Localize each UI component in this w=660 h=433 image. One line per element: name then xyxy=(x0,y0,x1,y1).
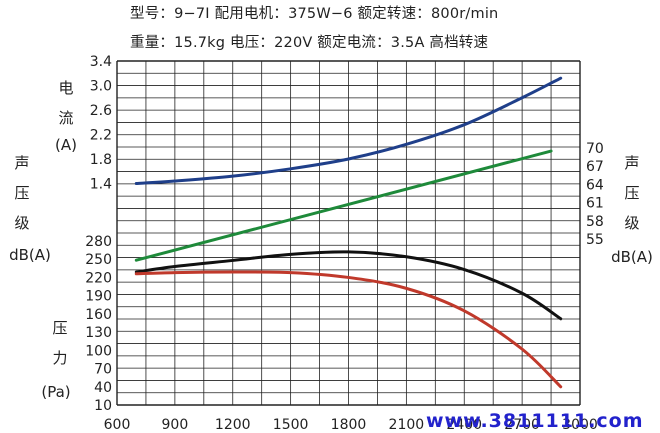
spec-line-2: 重量：15.7kg 电压：220V 额定电流：3.5A 高档转速 xyxy=(130,35,489,51)
pressure-tick-label: 250 xyxy=(85,252,112,268)
chart-grid xyxy=(116,60,581,406)
sound-axis-label-right: dB(A) xyxy=(611,248,653,266)
pressure-tick-label: 130 xyxy=(85,325,112,341)
sound-axis-label-right: 声 xyxy=(624,154,639,172)
pressure-tick-label: 220 xyxy=(85,270,112,286)
pressure-tick-label: 280 xyxy=(85,234,112,250)
x-tick-label: 1800 xyxy=(331,417,367,433)
pressure-axis-label: 力 xyxy=(52,349,67,367)
x-tick-label: 1500 xyxy=(273,417,309,433)
tick-labels: 600 900 1200 1500 1800 2100 2400 2700 3000 3.4 3.0… xyxy=(85,54,604,433)
pressure-series-line xyxy=(134,270,563,389)
sound-tick-label: 64 xyxy=(586,177,604,193)
series-lines xyxy=(134,76,563,389)
pressure-series-line xyxy=(134,250,563,321)
x-tick-label: 1200 xyxy=(215,417,251,433)
pressure-tick-label: 100 xyxy=(85,343,112,359)
x-tick-label: 900 xyxy=(162,417,189,433)
pressure-tick-label: 10 xyxy=(94,398,112,414)
current-axis-label: 电 xyxy=(58,79,73,97)
sound-axis-label-left: dB(A) xyxy=(9,246,51,264)
current-axis-label: (A) xyxy=(55,136,77,154)
pressure-tick-label: 70 xyxy=(94,362,112,378)
current-tick-label: 3.4 xyxy=(90,54,112,70)
pressure-tick-label: 160 xyxy=(85,307,112,323)
sound-axis-label-right: 压 xyxy=(624,184,639,202)
current-series-line xyxy=(134,76,563,185)
x-tick-label: 2100 xyxy=(389,417,425,433)
x-tick-label: 600 xyxy=(104,417,131,433)
sound-tick-label: 61 xyxy=(586,196,604,212)
sound-tick-label: 67 xyxy=(586,159,604,175)
pressure-axis-label: (Pa) xyxy=(41,383,70,401)
x-tick-label: 2400 xyxy=(446,417,482,433)
pressure-axis-label: 压 xyxy=(52,319,67,337)
current-tick-label: 1.4 xyxy=(90,177,112,193)
watermark-text: www.3811111.com xyxy=(426,410,644,432)
current-tick-label: 2.6 xyxy=(90,103,112,119)
pressure-tick-label: 40 xyxy=(94,380,112,396)
current-axis-label: 流 xyxy=(58,109,73,127)
x-tick-label: 3000 xyxy=(562,417,598,433)
sound-tick-label: 58 xyxy=(586,214,604,230)
sound-tick-label: 70 xyxy=(586,141,604,157)
x-tick-label: 2700 xyxy=(504,417,540,433)
sound-axis-label-left: 声 xyxy=(14,154,29,172)
sound-tick-label: 55 xyxy=(586,232,604,248)
sound-axis-label-left: 压 xyxy=(14,184,29,202)
sound-axis-label-left: 级 xyxy=(14,214,29,232)
sound-axis-label-right: 级 xyxy=(624,214,639,232)
current-tick-label: 2.2 xyxy=(90,128,112,144)
pressure-tick-label: 190 xyxy=(85,289,112,305)
current-tick-label: 1.8 xyxy=(90,152,112,168)
sound-series-line xyxy=(134,149,553,262)
spec-line-1: 型号：9−7Ⅰ 配用电机：375W−6 额定转速：800r/min xyxy=(130,6,499,22)
current-tick-label: 3.0 xyxy=(90,79,112,95)
